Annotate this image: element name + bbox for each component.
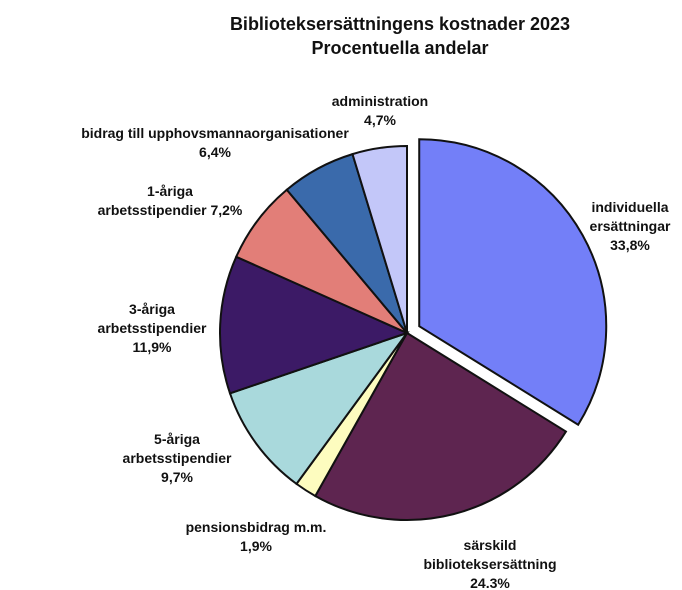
slice-label-2: pensionsbidrag m.m. 1,9%	[186, 519, 327, 554]
chart-title: Biblioteksersättningens kostnader 2023	[230, 14, 570, 34]
slice-label-line: 6,4%	[199, 144, 231, 160]
slice-label-line: 33,8%	[610, 237, 650, 253]
pie-slice-0	[418, 138, 608, 427]
slice-label-line: individuella	[591, 199, 668, 215]
slice-label-3: 5-åriga arbetsstipendier 9,7%	[123, 431, 232, 485]
slice-label-4: 3-åriga arbetsstipendier 11,9%	[98, 301, 207, 355]
slice-label-0: individuella ersättningar 33,8%	[590, 199, 671, 253]
slice-labels: individuella ersättningar 33,8% särskild bib…	[81, 93, 671, 590]
slice-label-line: 1,9%	[240, 538, 272, 554]
slice-label-line: ersättningar	[590, 218, 671, 234]
slice-label-line: arbetsstipendier	[123, 450, 232, 466]
slice-label-line: arbetsstipendier 7,2%	[98, 202, 243, 218]
slice-label-7: administration 4,7%	[332, 93, 428, 128]
slice-label-line: biblioteksersättning	[423, 556, 556, 572]
chart-subtitle: Procentuella andelar	[311, 38, 488, 58]
slice-label-6: bidrag till upphovsmannaorganisationer 6,…	[81, 125, 349, 160]
slice-label-line: 1-åriga	[147, 183, 193, 199]
slice-label-line: bidrag till upphovsmannaorganisationer	[81, 125, 349, 141]
pie-slice-4	[219, 255, 410, 395]
slice-label-line: 11,9%	[133, 339, 172, 355]
slice-label-5: 1-åriga arbetsstipendier 7,2%	[98, 183, 243, 218]
slice-label-line: 5-åriga	[154, 431, 200, 447]
slice-label-1: särskild biblioteksersättning 24.3%	[423, 537, 556, 590]
pie-slice-7	[351, 144, 408, 334]
pie-slices	[219, 138, 608, 521]
slice-label-line: arbetsstipendier	[98, 320, 207, 336]
slice-label-line: 24.3%	[470, 575, 510, 590]
slice-label-line: 4,7%	[364, 112, 396, 128]
slice-label-line: administration	[332, 93, 428, 109]
slice-label-line: särskild	[464, 537, 517, 553]
slice-label-line: pensionsbidrag m.m.	[186, 519, 327, 535]
pie-slice-1	[313, 331, 568, 521]
pie-slice-3	[228, 331, 410, 486]
slice-label-line: 3-åriga	[129, 301, 175, 317]
slice-label-line: 9,7%	[161, 469, 193, 485]
